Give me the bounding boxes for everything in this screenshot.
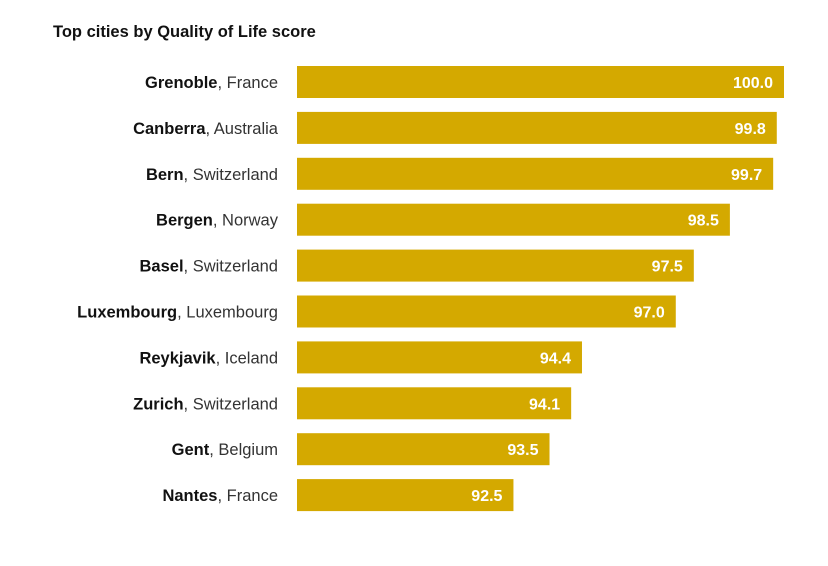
value-label: 98.5 [688, 213, 719, 230]
category-label: Luxembourg, Luxembourg [77, 304, 278, 322]
value-label: 97.0 [634, 305, 665, 322]
city-name: Luxembourg [77, 304, 177, 322]
value-label: 99.8 [735, 121, 766, 138]
category-label: Grenoble, France [145, 74, 278, 92]
category-label: Zurich, Switzerland [133, 395, 278, 413]
bar-reykjavik [297, 341, 582, 374]
category-label: Canberra, Australia [133, 120, 279, 138]
city-name: Bern [146, 166, 184, 184]
category-label: Bergen, Norway [156, 212, 279, 230]
bar-grenoble [297, 66, 784, 98]
category-label: Bern, Switzerland [146, 166, 278, 184]
category-label: Gent, Belgium [172, 441, 278, 459]
country-name: , France [217, 74, 278, 92]
bar-zurich [297, 387, 572, 420]
category-label: Basel, Switzerland [140, 258, 279, 276]
city-name: Nantes [162, 487, 217, 505]
city-name: Canberra [133, 120, 206, 138]
country-name: , Switzerland [184, 395, 278, 413]
city-name: Gent [172, 441, 210, 459]
bar-bern [297, 157, 774, 190]
country-name: , Switzerland [184, 166, 278, 184]
city-name: Reykjavik [139, 349, 216, 367]
country-name: , France [217, 487, 278, 505]
country-name: , Iceland [216, 349, 278, 367]
value-label: 94.1 [529, 396, 560, 413]
bar-luxembourg [297, 295, 676, 328]
bar-canberra [297, 111, 777, 144]
country-name: , Belgium [209, 441, 278, 459]
value-label: 100.0 [733, 75, 773, 92]
category-label: Nantes, France [162, 487, 278, 505]
bar-nantes [297, 479, 514, 512]
city-name: Zurich [133, 395, 183, 413]
category-label: Reykjavik, Iceland [139, 349, 278, 367]
value-label: 94.4 [540, 350, 571, 367]
bar-basel [297, 249, 694, 282]
value-label: 97.5 [652, 259, 683, 276]
country-name: , Luxembourg [177, 304, 278, 322]
city-name: Grenoble [145, 74, 217, 92]
country-name: , Switzerland [184, 258, 278, 276]
city-name: Basel [140, 258, 184, 276]
chart-title: Top cities by Quality of Life score [53, 23, 316, 41]
value-label: 92.5 [471, 488, 502, 505]
bar-bergen [297, 203, 730, 236]
country-name: , Australia [206, 120, 279, 138]
country-name: , Norway [213, 212, 279, 230]
value-label: 93.5 [507, 442, 538, 459]
value-label: 99.7 [731, 167, 762, 184]
city-name: Bergen [156, 212, 213, 230]
bar-gent [297, 433, 550, 466]
